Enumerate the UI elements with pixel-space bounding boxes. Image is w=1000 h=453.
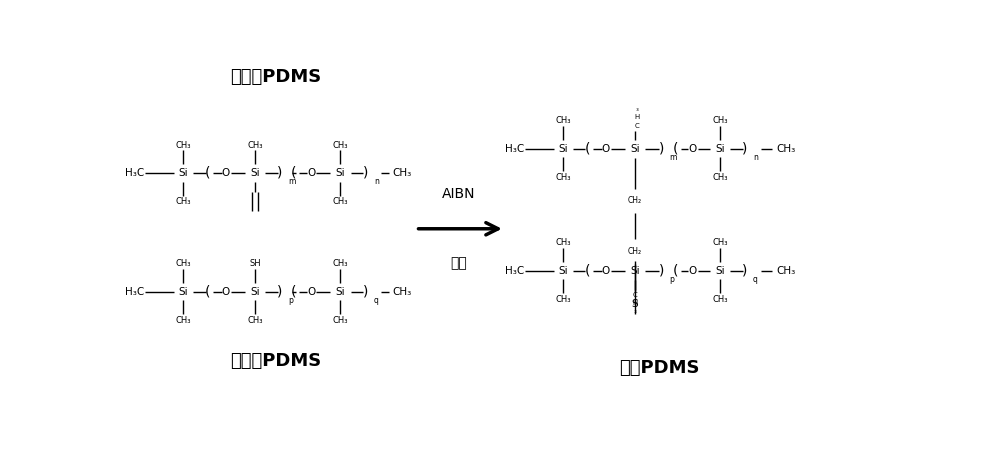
Text: ): ) bbox=[277, 166, 283, 180]
Text: CH₃: CH₃ bbox=[712, 116, 728, 125]
Text: O: O bbox=[222, 287, 230, 297]
Text: ): ) bbox=[742, 141, 748, 155]
Text: Si: Si bbox=[336, 168, 345, 178]
Text: 疏烯基PDMS: 疏烯基PDMS bbox=[230, 352, 322, 370]
Text: CH₃: CH₃ bbox=[555, 295, 571, 304]
Text: CH₃: CH₃ bbox=[555, 238, 571, 247]
Text: Si: Si bbox=[630, 144, 640, 154]
Text: Si: Si bbox=[715, 144, 725, 154]
Text: (: ( bbox=[291, 284, 297, 299]
Text: CH₃: CH₃ bbox=[247, 316, 263, 325]
Text: H₃C: H₃C bbox=[505, 144, 524, 154]
Text: CH₃: CH₃ bbox=[333, 316, 348, 325]
Text: ₃: ₃ bbox=[634, 308, 636, 314]
Text: O: O bbox=[222, 168, 230, 178]
Text: CH₃: CH₃ bbox=[333, 259, 348, 268]
Text: CH₃: CH₃ bbox=[175, 140, 191, 149]
Text: CH₃: CH₃ bbox=[776, 265, 795, 275]
Text: CH₃: CH₃ bbox=[555, 116, 571, 125]
Text: H₃C: H₃C bbox=[125, 287, 144, 297]
Text: CH₃: CH₃ bbox=[392, 287, 412, 297]
Text: AIBN: AIBN bbox=[442, 187, 475, 201]
Text: C: C bbox=[633, 292, 637, 298]
Text: n: n bbox=[753, 153, 758, 162]
Text: Si: Si bbox=[178, 287, 188, 297]
Text: H: H bbox=[632, 300, 638, 306]
Text: SH: SH bbox=[249, 259, 261, 268]
Text: Si: Si bbox=[558, 265, 568, 275]
Text: CH₃: CH₃ bbox=[712, 295, 728, 304]
Text: q: q bbox=[753, 275, 758, 284]
Text: O: O bbox=[601, 265, 610, 275]
Text: ): ) bbox=[659, 141, 664, 155]
Text: CH₃: CH₃ bbox=[712, 238, 728, 247]
Text: CH₃: CH₃ bbox=[555, 173, 571, 182]
Text: m: m bbox=[289, 177, 296, 186]
Text: Si: Si bbox=[250, 168, 260, 178]
Text: O: O bbox=[688, 144, 696, 154]
Text: CH₃: CH₃ bbox=[247, 140, 263, 149]
Text: ): ) bbox=[277, 284, 283, 299]
Text: m: m bbox=[669, 153, 676, 162]
Text: CH₃: CH₃ bbox=[333, 198, 348, 207]
Text: CH₃: CH₃ bbox=[776, 144, 795, 154]
Text: p: p bbox=[289, 296, 293, 305]
Text: ): ) bbox=[363, 284, 368, 299]
Text: (: ( bbox=[205, 284, 211, 299]
Text: CH₃: CH₃ bbox=[333, 140, 348, 149]
Text: n: n bbox=[374, 177, 379, 186]
Text: ): ) bbox=[363, 166, 368, 180]
Text: ): ) bbox=[742, 264, 748, 278]
Text: p: p bbox=[669, 275, 674, 284]
Text: CH₃: CH₃ bbox=[392, 168, 412, 178]
Text: O: O bbox=[307, 287, 315, 297]
Text: Si: Si bbox=[336, 287, 345, 297]
Text: Si: Si bbox=[715, 265, 725, 275]
Text: 加热: 加热 bbox=[450, 257, 467, 270]
Text: CH₃: CH₃ bbox=[175, 259, 191, 268]
Text: Si: Si bbox=[558, 144, 568, 154]
Text: (: ( bbox=[585, 264, 590, 278]
Text: CH₃: CH₃ bbox=[175, 198, 191, 207]
Text: S: S bbox=[632, 299, 638, 309]
Text: (: ( bbox=[291, 166, 297, 180]
Text: (: ( bbox=[585, 141, 590, 155]
Text: H₃C: H₃C bbox=[125, 168, 144, 178]
Text: H: H bbox=[635, 114, 640, 120]
Text: (: ( bbox=[205, 166, 211, 180]
Text: CH₃: CH₃ bbox=[175, 316, 191, 325]
Text: (: ( bbox=[672, 141, 678, 155]
Text: H₃C: H₃C bbox=[505, 265, 524, 275]
Text: O: O bbox=[307, 168, 315, 178]
Text: O: O bbox=[688, 265, 696, 275]
Text: CH₂: CH₂ bbox=[628, 247, 642, 256]
Text: (: ( bbox=[672, 264, 678, 278]
Text: 乙烯基PDMS: 乙烯基PDMS bbox=[230, 68, 322, 86]
Text: Si: Si bbox=[178, 168, 188, 178]
Text: ₃: ₃ bbox=[636, 106, 639, 112]
Text: 交联PDMS: 交联PDMS bbox=[620, 359, 700, 377]
Text: Si: Si bbox=[250, 287, 260, 297]
Text: q: q bbox=[374, 296, 379, 305]
Text: CH₃: CH₃ bbox=[712, 173, 728, 182]
Text: C: C bbox=[635, 123, 640, 129]
Text: Si: Si bbox=[630, 265, 640, 275]
Text: CH₂: CH₂ bbox=[628, 196, 642, 205]
Text: O: O bbox=[601, 144, 610, 154]
Text: ): ) bbox=[659, 264, 664, 278]
